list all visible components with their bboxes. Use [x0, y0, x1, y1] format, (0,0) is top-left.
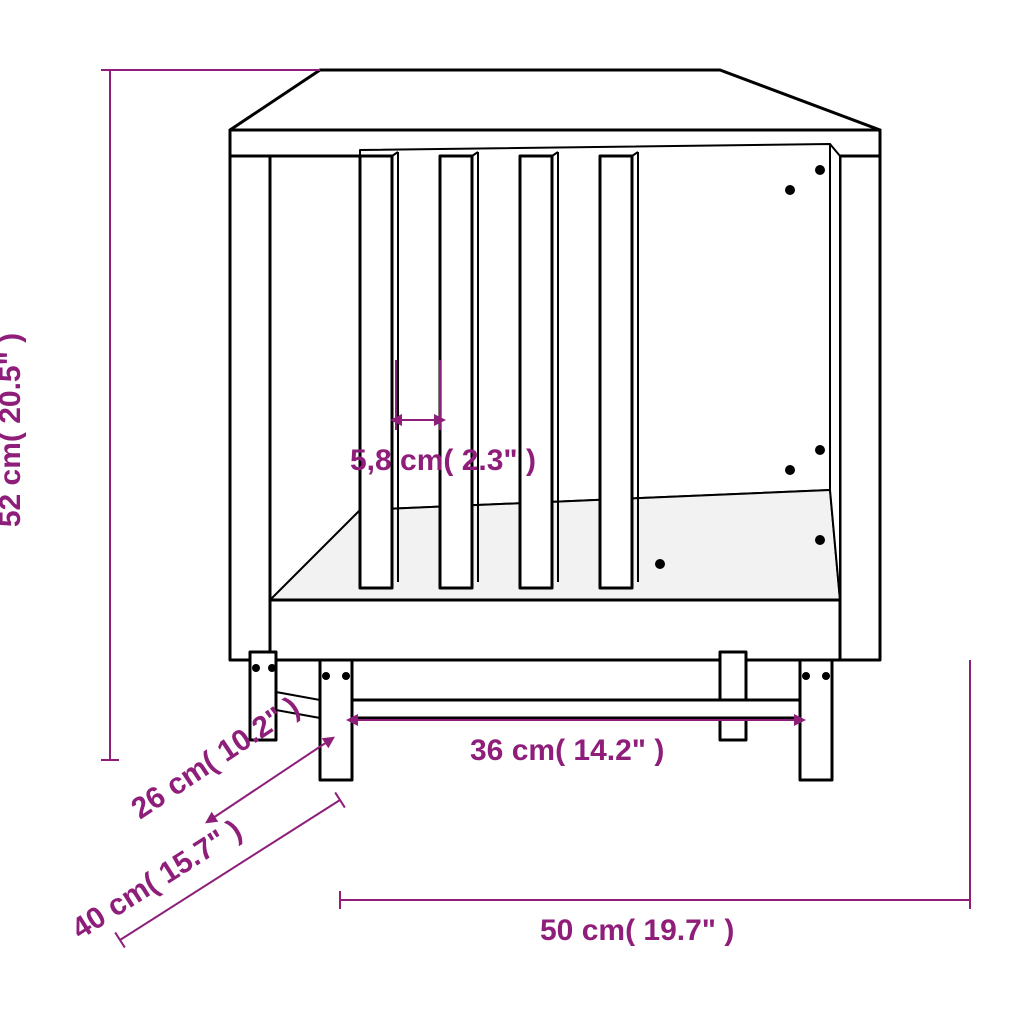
screw-icon [822, 672, 830, 680]
dim-depth: 40 cm( 15.7" ) [66, 814, 248, 946]
screw-icon [785, 185, 795, 195]
slat [600, 156, 632, 588]
interior-floor [270, 490, 840, 600]
screw-icon [268, 664, 276, 672]
right-panel-edge [840, 156, 880, 660]
front-rail [352, 700, 800, 718]
screw-icon [785, 465, 795, 475]
left-panel-edge [230, 156, 270, 660]
dim-leg-depth: 26 cm( 10.2" ) [126, 691, 306, 826]
screw-icon [252, 664, 260, 672]
cabinet-drawing [230, 70, 880, 660]
slat [520, 156, 552, 588]
dim-slat-gap: 5,8 cm( 2.3" ) [350, 444, 536, 477]
slat [360, 156, 392, 588]
screw-icon [655, 559, 665, 569]
top-panel [230, 70, 880, 130]
screw-icon [815, 445, 825, 455]
dim-width: 50 cm( 19.7" ) [540, 914, 734, 947]
screw-icon [322, 672, 330, 680]
dim-leg-width: 36 cm( 14.2" ) [470, 734, 664, 767]
screw-icon [815, 535, 825, 545]
screw-icon [815, 165, 825, 175]
screw-icon [342, 672, 350, 680]
slat [440, 156, 472, 588]
screw-icon [802, 672, 810, 680]
dim-height: 52 cm( 20.5" ) [0, 333, 27, 527]
